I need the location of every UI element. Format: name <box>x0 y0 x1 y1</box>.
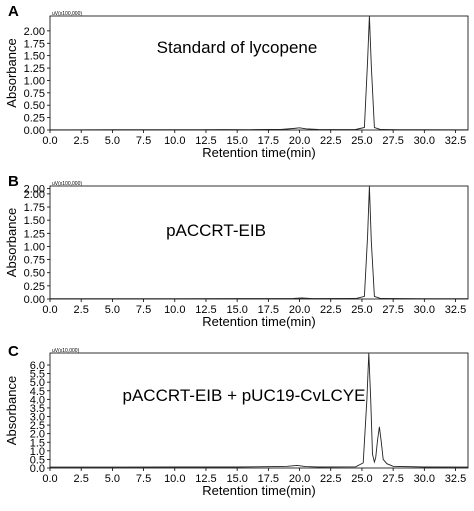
y-tick-label: 1.25 <box>24 228 45 240</box>
y-axis-label: Absorbance <box>4 376 19 445</box>
y-tick-label: 1.0 <box>30 446 45 458</box>
y-tick-label: 2.00 <box>24 26 45 38</box>
y-tick-label: 0.50 <box>24 100 45 112</box>
y-tick-label: 3.0 <box>30 412 45 424</box>
x-tick-label: 2.5 <box>74 304 89 316</box>
y-tick-label: 0.00 <box>24 294 45 306</box>
x-tick-label: 7.5 <box>136 304 151 316</box>
y-tick-label: 4.0 <box>30 394 45 406</box>
y-tick-label: 1.00 <box>24 241 45 253</box>
plot-frame <box>49 185 469 300</box>
x-tick-label: 2.5 <box>74 473 89 485</box>
y-tick-label: 0.25 <box>24 113 45 125</box>
y-tick-label: 0.50 <box>24 268 45 280</box>
y-tick-label: 0.75 <box>24 255 45 267</box>
x-tick-label: 32.5 <box>445 473 466 485</box>
x-tick-label: 0.0 <box>42 135 57 147</box>
scale-note: uV(x100,000) <box>52 181 82 187</box>
chart-title: Standard of lycopene <box>157 38 318 57</box>
y-tick-label: 0.25 <box>24 281 45 293</box>
panel-letter: C <box>8 343 19 360</box>
y-axis-label: Absorbance <box>4 38 19 107</box>
x-tick-label: 7.5 <box>136 473 151 485</box>
panel-letter: A <box>8 3 19 20</box>
x-tick-label: 0.0 <box>42 473 57 485</box>
x-tick-label: 27.5 <box>382 304 403 316</box>
y-tick-label: 1.50 <box>24 215 45 227</box>
x-tick-label: 27.5 <box>382 473 403 485</box>
panel-letter: B <box>8 173 19 190</box>
y-tick-label: 5.0 <box>30 377 45 389</box>
x-tick-label: 7.5 <box>136 135 151 147</box>
x-tick-label: 5.0 <box>105 135 120 147</box>
x-tick-label: 22.5 <box>320 304 341 316</box>
y-tick-label: 1.50 <box>24 51 45 63</box>
x-tick-label: 17.5 <box>258 473 279 485</box>
chromatogram-trace <box>50 352 469 468</box>
plot-frame <box>49 15 469 131</box>
y-tick-label: 2.0 <box>30 429 45 441</box>
chromatogram-trace <box>50 185 468 300</box>
chromatogram-trace <box>50 15 469 131</box>
y-axis-label: Absorbance <box>4 208 19 277</box>
x-tick-label: 0.0 <box>42 304 57 316</box>
x-tick-label: 10.0 <box>164 473 185 485</box>
y-tick-label: 4.5 <box>30 386 45 398</box>
y-tick-label: 2.5 <box>30 420 45 432</box>
x-tick-label: 2.5 <box>74 135 89 147</box>
x-tick-label: 12.5 <box>195 473 216 485</box>
x-tick-label: 25.0 <box>351 473 372 485</box>
x-tick-label: 5.0 <box>105 304 120 316</box>
y-tick-label: 1.00 <box>24 75 45 87</box>
scale-note: uV(x100,000) <box>52 11 82 17</box>
y-tick-label: 0.00 <box>24 125 45 137</box>
y-tick-label: 3.5 <box>30 403 45 415</box>
x-tick-label: 12.5 <box>195 304 216 316</box>
y-tick-label: 0.5 <box>30 454 45 466</box>
x-tick-label: 30.0 <box>414 135 435 147</box>
x-axis-label: Retention time(min) <box>202 314 315 329</box>
y-tick-label: 1.5 <box>30 437 45 449</box>
x-tick-label: 10.0 <box>164 135 185 147</box>
x-tick-label: 5.0 <box>105 473 120 485</box>
scale-note: uV(x10,000) <box>52 348 80 354</box>
x-tick-label: 15.0 <box>226 473 247 485</box>
x-tick-label: 32.5 <box>445 135 466 147</box>
y-tick-label: 1.75 <box>24 38 45 50</box>
x-tick-label: 15.0 <box>226 304 247 316</box>
y-tick-label: 2.00 <box>24 184 45 196</box>
x-tick-label: 25.0 <box>351 304 372 316</box>
x-tick-label: 12.5 <box>195 135 216 147</box>
x-tick-label: 15.0 <box>226 135 247 147</box>
x-axis-label: Retention time(min) <box>202 483 315 498</box>
chart-title: pACCRT-EIB <box>166 221 266 240</box>
y-tick-label: 0.0 <box>30 463 45 475</box>
x-tick-label: 30.0 <box>414 304 435 316</box>
chart-title: pACCRT-EIB + pUC19-CvLCYE <box>123 386 366 405</box>
x-tick-label: 10.0 <box>164 304 185 316</box>
x-tick-label: 20.0 <box>289 135 310 147</box>
plot-frame <box>49 352 469 469</box>
x-tick-label: 32.5 <box>445 304 466 316</box>
x-tick-label: 20.0 <box>289 473 310 485</box>
x-axis-label: Retention time(min) <box>202 145 315 160</box>
y-tick-label: 1.75 <box>24 202 45 214</box>
x-tick-label: 17.5 <box>258 304 279 316</box>
y-tick-label: 2.00 <box>24 189 45 201</box>
x-tick-label: 22.5 <box>320 135 341 147</box>
y-tick-label: 0.75 <box>24 88 45 100</box>
x-tick-label: 25.0 <box>351 135 372 147</box>
x-tick-label: 27.5 <box>382 135 403 147</box>
y-tick-label: 1.25 <box>24 63 45 75</box>
x-tick-label: 20.0 <box>289 304 310 316</box>
x-tick-label: 17.5 <box>258 135 279 147</box>
y-tick-label: 5.5 <box>30 369 45 381</box>
x-tick-label: 30.0 <box>414 473 435 485</box>
x-tick-label: 22.5 <box>320 473 341 485</box>
y-tick-label: 6.0 <box>30 360 45 372</box>
